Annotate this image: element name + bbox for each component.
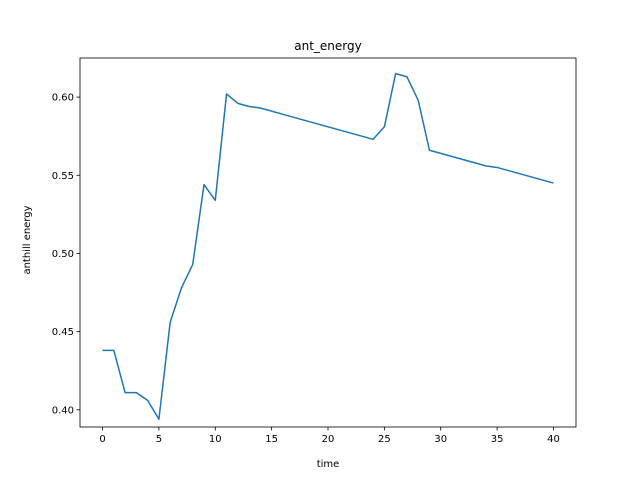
axes-frame: [79, 57, 577, 428]
y-tick-label: 0.40: [52, 405, 74, 416]
y-tick-label: 0.50: [52, 249, 74, 260]
x-tick-label: 0: [99, 434, 105, 445]
series-line: [102, 72, 554, 420]
x-axis-label: time: [317, 459, 340, 470]
x-tick-label: 25: [378, 434, 391, 445]
x-tick-label: 10: [209, 434, 222, 445]
x-tick-label: 35: [491, 434, 504, 445]
x-tick-label: 30: [434, 434, 447, 445]
y-axis-label: anthill energy: [22, 205, 33, 274]
y-tick-label: 0.55: [52, 171, 74, 182]
y-tick-label: 0.45: [52, 327, 74, 338]
plot-area: 0 5 10 15 20 25 30 35 40 0.40 0.45 0.50 0.55 0.60: [52, 57, 577, 445]
x-tick-label: 20: [322, 434, 335, 445]
x-tick-label: 15: [265, 434, 278, 445]
x-tick-label: 5: [156, 434, 162, 445]
chart-title: ant_energy: [294, 39, 361, 53]
x-tick-label: 40: [547, 434, 560, 445]
y-tick-label: 0.60: [52, 93, 74, 104]
